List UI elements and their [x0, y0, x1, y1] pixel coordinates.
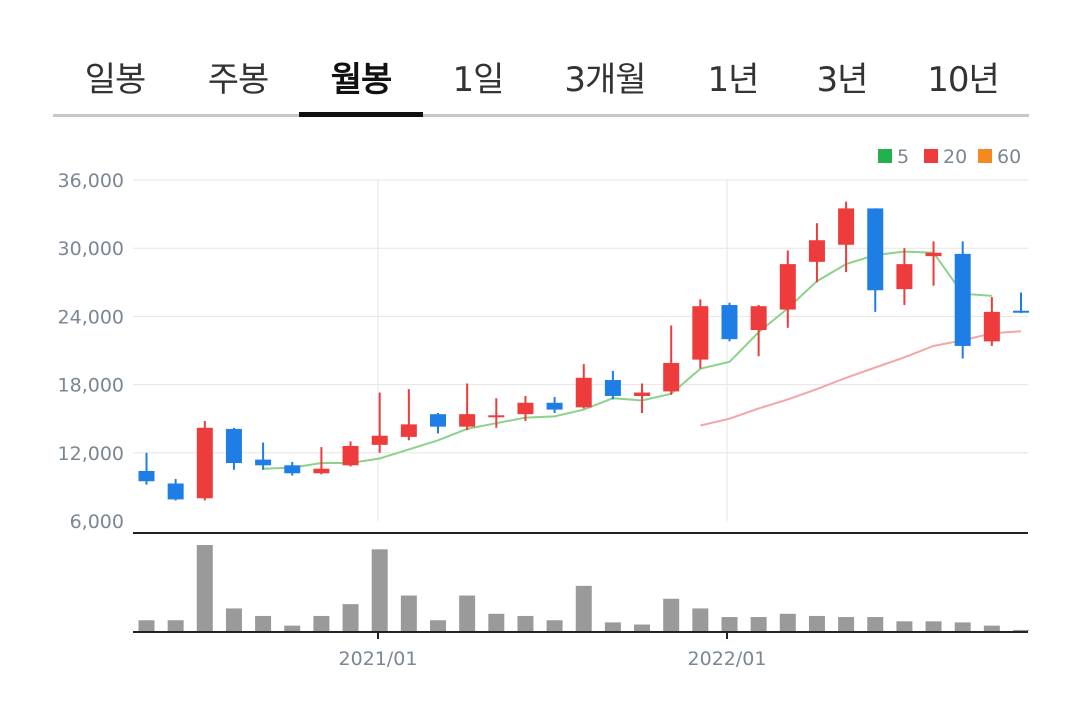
volume-bar: [284, 625, 301, 631]
volume-bar: [546, 620, 563, 631]
tab-1year[interactable]: 1년: [707, 60, 760, 100]
volume-bar: [313, 615, 330, 631]
active-tab-underline: [299, 112, 423, 117]
volume-bar: [634, 624, 651, 631]
candle-up: [400, 424, 417, 437]
volume-bar: [575, 585, 592, 631]
volume-bar: [692, 608, 709, 631]
candle-down: [867, 208, 884, 291]
candle-down: [604, 380, 621, 396]
x-tick-label: 2021/01: [339, 648, 418, 670]
y-tick-label: 6,000: [70, 511, 124, 533]
candle-up: [925, 252, 942, 257]
volume-bar: [838, 617, 855, 631]
candle-up: [371, 435, 388, 445]
legend-swatch: [978, 149, 992, 163]
volume-bar: [925, 621, 942, 631]
volume-bar: [255, 615, 272, 631]
volume-bar: [779, 613, 796, 631]
volume-bar: [517, 615, 534, 631]
ma20-line: [700, 330, 1022, 427]
candle-up: [313, 468, 330, 474]
volume-bar: [342, 604, 359, 631]
volume-bar: [721, 617, 738, 631]
tab-1day[interactable]: 1일: [452, 60, 505, 100]
candle-down: [255, 459, 272, 466]
volume-bar: [663, 598, 680, 631]
y-tick-label: 36,000: [58, 170, 124, 192]
volume-bar: [371, 549, 388, 631]
period-tabs: 일봉 주봉 월봉 1일 3개월 1년 3년 10년: [53, 36, 1029, 118]
candle-down: [225, 428, 242, 464]
candle-up: [838, 208, 855, 245]
volume-bar: [196, 545, 213, 631]
candle-down: [138, 470, 155, 482]
volume-bar: [896, 621, 913, 631]
candle-up: [896, 264, 913, 290]
volume-bar: [430, 620, 446, 631]
y-tick-label: 12,000: [58, 443, 124, 465]
volume-bar: [400, 595, 417, 631]
tab-monthly[interactable]: 월봉: [330, 60, 393, 100]
candle-up: [488, 415, 505, 418]
volume-bar: [488, 613, 505, 631]
candle-up: [983, 311, 1000, 342]
y-tick-label: 18,000: [58, 375, 124, 397]
candle-down: [430, 414, 446, 427]
candle-up: [663, 363, 680, 392]
volume-bar: [604, 622, 621, 631]
volume-bar: [867, 617, 884, 631]
candle-down: [954, 253, 971, 346]
candle-up: [575, 377, 592, 408]
tab-weekly[interactable]: 주봉: [207, 60, 270, 100]
candle-up: [692, 306, 709, 360]
volume-bar: [954, 622, 971, 631]
candle-down: [284, 465, 301, 474]
legend-label: 20: [943, 146, 967, 168]
tabs-divider: [53, 114, 1029, 117]
candle-up: [634, 392, 651, 396]
tab-3months[interactable]: 3개월: [564, 60, 646, 100]
candle-down: [167, 483, 184, 500]
legend-swatch: [878, 149, 892, 163]
volume-bar: [459, 595, 476, 631]
volume-bar: [225, 608, 242, 631]
legend-label: 5: [897, 146, 909, 168]
candle-down: [546, 402, 563, 410]
candle-up: [808, 240, 825, 262]
candle-up: [342, 445, 359, 466]
candle-up: [196, 427, 213, 499]
legend-swatch: [924, 149, 938, 163]
x-tick-label: 2022/01: [688, 648, 767, 670]
volume-bar: [1013, 629, 1029, 631]
y-tick-label: 30,000: [58, 238, 124, 260]
y-tick-label: 24,000: [58, 306, 124, 328]
tab-3years[interactable]: 3년: [816, 60, 869, 100]
volume-bar: [167, 620, 184, 631]
legend-label: 60: [997, 146, 1021, 168]
candle-up: [517, 402, 534, 415]
volume-bar: [750, 617, 767, 631]
volume-bar: [808, 615, 825, 631]
candle-down: [1013, 310, 1029, 313]
candle-up: [779, 264, 796, 310]
volume-bar: [983, 625, 1000, 631]
volume-bar: [138, 620, 155, 631]
candle-up: [459, 414, 476, 427]
tab-10years[interactable]: 10년: [927, 60, 1000, 100]
tab-daily[interactable]: 일봉: [84, 60, 147, 100]
candle-down: [721, 305, 738, 340]
candle-up: [750, 306, 767, 331]
